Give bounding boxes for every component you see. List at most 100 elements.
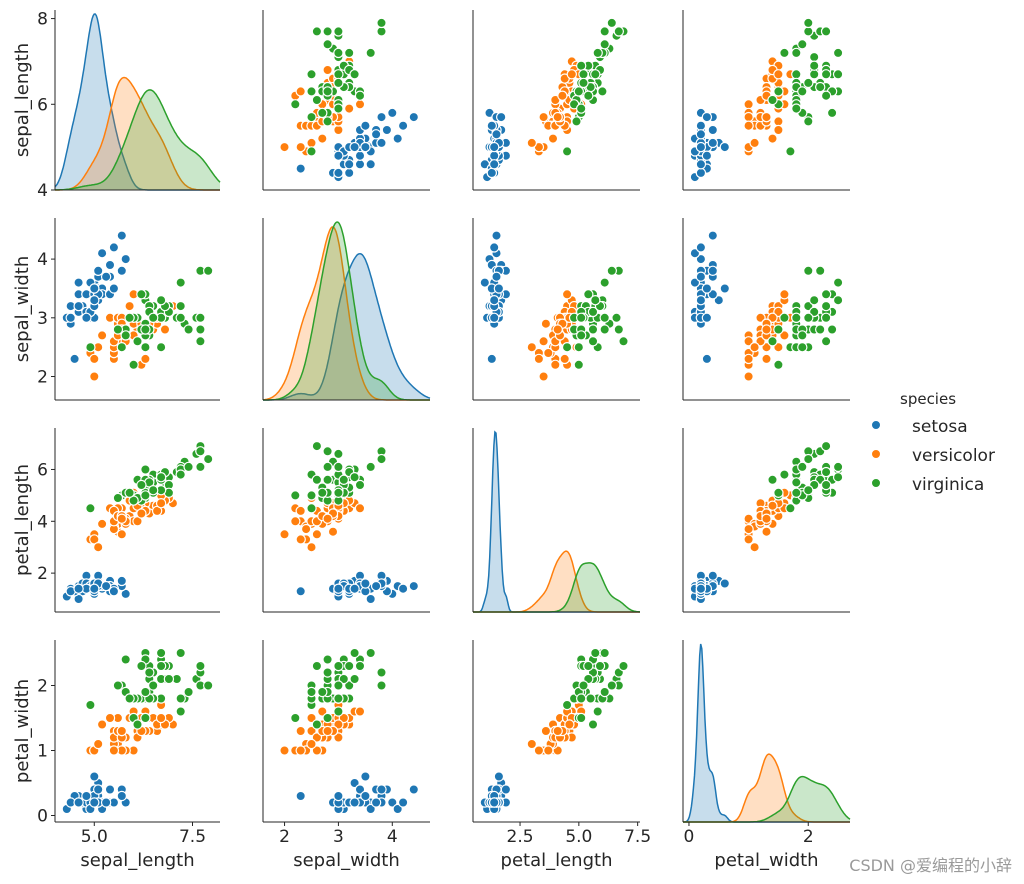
- point-virginica-48: [820, 479, 832, 491]
- point-virginica-49: [333, 487, 344, 498]
- point-versicolor-29: [311, 745, 323, 756]
- point-virginica-49: [333, 103, 344, 114]
- panel-petal_length-vs-petal_length: [472, 428, 640, 613]
- point-setosa-42: [486, 167, 497, 179]
- point-virginica-25: [344, 47, 355, 59]
- y-tick-label-sepal_width: 2: [37, 368, 48, 388]
- point-virginica-14: [322, 654, 333, 665]
- point-virginica-46: [306, 686, 317, 698]
- point-virginica-34: [311, 474, 323, 485]
- panel-sepal_length-vs-petal_length: [472, 10, 640, 191]
- point-versicolor-42: [311, 732, 323, 743]
- point-virginica-43: [820, 466, 832, 478]
- point-versicolor-37: [295, 86, 306, 97]
- point-versicolor-29: [538, 111, 549, 123]
- x-tick-label-petal_width: 0: [684, 827, 695, 847]
- point-versicolor-26: [322, 64, 333, 76]
- point-virginica-6: [561, 342, 573, 353]
- point-setosa-45: [489, 312, 500, 323]
- point-setosa-42: [695, 167, 707, 179]
- point-virginica-48: [354, 90, 366, 101]
- point-setosa-18: [496, 111, 507, 123]
- point-virginica-31: [803, 265, 814, 276]
- point-setosa-41: [701, 353, 713, 365]
- point-virginica-49: [576, 312, 587, 323]
- point-virginica-47: [578, 680, 589, 691]
- panel-sepal_length-vs-petal_width: [682, 10, 850, 191]
- point-virginica-44: [155, 472, 167, 483]
- point-virginica-46: [140, 490, 151, 501]
- point-virginica-34: [767, 336, 778, 347]
- y-tick-label-sepal_length: 4: [37, 181, 48, 201]
- point-versicolor-10: [538, 371, 549, 382]
- point-versicolor-48: [749, 342, 760, 353]
- panel-petal_length-vs-sepal_width: [262, 428, 430, 613]
- point-virginica-21: [112, 324, 124, 335]
- point-setosa-49: [349, 583, 360, 594]
- y-tick-label-petal_width: 0: [37, 807, 48, 827]
- kde-line-virginica-sepal_length: [55, 89, 221, 191]
- point-setosa-41: [69, 353, 80, 365]
- panel-petal_width-vs-sepal_length: [54, 640, 220, 823]
- point-setosa-48: [100, 580, 112, 592]
- point-virginica-34: [587, 719, 599, 730]
- point-virginica-31: [803, 17, 814, 29]
- x-axis-label-petal_length: petal_length: [501, 850, 613, 871]
- point-virginica-0: [140, 464, 151, 475]
- point-versicolor-48: [306, 542, 317, 553]
- point-virginica-35: [599, 26, 610, 37]
- point-virginica-45: [333, 69, 344, 80]
- point-virginica-37: [585, 693, 596, 704]
- point-virginica-19: [290, 490, 301, 501]
- point-setosa-49: [89, 295, 100, 306]
- point-versicolor-12: [290, 516, 301, 527]
- panel-sepal_length-vs-sepal_width: [262, 10, 430, 191]
- point-virginica-35: [820, 26, 832, 37]
- point-virginica-33: [322, 86, 333, 97]
- point-virginica-10: [344, 680, 355, 691]
- x-axis-label-petal_width: petal_width: [714, 850, 818, 871]
- point-setosa-41: [295, 790, 306, 802]
- point-virginica-33: [140, 712, 151, 724]
- point-versicolor-14: [540, 318, 552, 329]
- point-virginica-30: [322, 461, 333, 473]
- point-versicolor-35: [354, 99, 366, 110]
- point-versicolor-49: [322, 725, 333, 737]
- point-setosa-43: [493, 771, 505, 782]
- point-versicolor-9: [547, 133, 559, 144]
- point-setosa-36: [108, 586, 120, 597]
- point-setosa-15: [116, 230, 128, 241]
- point-virginica-42: [120, 330, 131, 341]
- point-virginica-33: [576, 712, 587, 724]
- kde-line-versicolor-sepal_length: [55, 76, 220, 191]
- point-virginica-18: [311, 440, 323, 452]
- panel-petal_width-vs-petal_length: [472, 640, 640, 823]
- kde-fill-setosa-sepal_width: [263, 253, 430, 400]
- point-virginica-31: [606, 265, 618, 276]
- point-setosa-48: [695, 271, 707, 282]
- kde-line-virginica-sepal_width: [263, 221, 430, 401]
- point-versicolor-14: [761, 526, 772, 537]
- watermark-text: CSDN @爱编程的小辞: [849, 856, 1012, 875]
- point-versicolor-49: [552, 324, 563, 335]
- point-virginica-29: [779, 47, 790, 59]
- point-setosa-44: [376, 784, 387, 795]
- x-axis-label-sepal_length: sepal_length: [80, 850, 194, 871]
- point-versicolor-34: [333, 124, 344, 136]
- point-versicolor-20: [124, 300, 135, 312]
- legend-title: species: [900, 390, 956, 408]
- point-virginica-22: [613, 26, 625, 37]
- point-virginica-29: [333, 706, 344, 717]
- point-setosa-43: [89, 771, 100, 782]
- point-virginica-35: [333, 26, 344, 37]
- point-setosa-6: [354, 159, 366, 170]
- point-setosa-43: [719, 283, 731, 294]
- point-versicolor-35: [779, 289, 790, 300]
- point-virginica-31: [202, 265, 214, 276]
- point-setosa-22: [365, 593, 376, 605]
- kde-fill-versicolor-sepal_length: [55, 77, 220, 190]
- point-virginica-22: [195, 446, 206, 457]
- point-setosa-48: [100, 797, 112, 808]
- point-setosa-43: [360, 141, 371, 153]
- point-virginica-31: [376, 17, 387, 29]
